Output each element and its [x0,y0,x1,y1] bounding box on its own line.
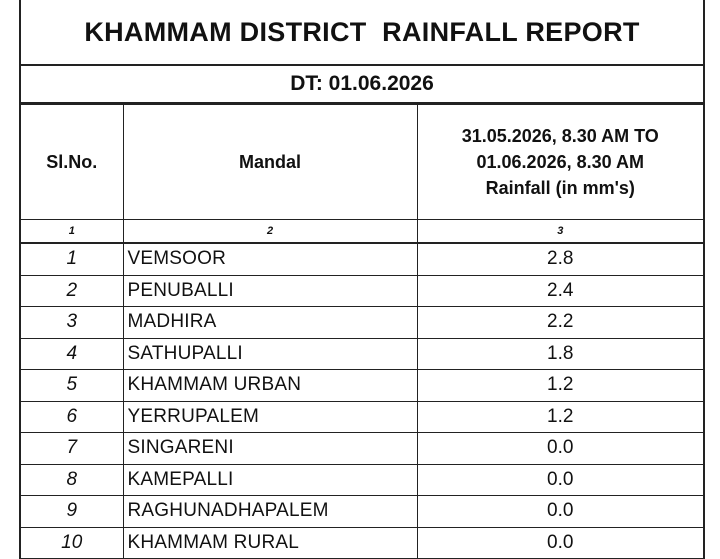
row-rainfall-value: 2.2 [416,306,703,339]
table-row: 3 MADHIRA 2.2 [21,306,703,339]
row-mandal-name: VEMSOOR [122,242,418,276]
header-rainfall: 31.05.2026, 8.30 AM TO 01.06.2026, 8.30 … [416,104,703,220]
table-row: 8 KAMEPALLI 0.0 [21,463,703,496]
row-rainfall-value: 1.2 [416,369,703,402]
table-row: 10 KHAMMAM RURAL 0.0 [21,526,703,559]
table-row: 6 YERRUPALEM 1.2 [21,400,703,433]
report-date: DT: 01.06.2026 [21,66,703,104]
row-slno: 5 [21,369,124,402]
row-rainfall-value: 0.0 [416,463,703,496]
table-body: 1 VEMSOOR 2.8 2 PENUBALLI 2.4 3 MADHIRA 2.2 4 SATH… [21,242,703,559]
row-rainfall-value: 2.4 [416,274,703,307]
header-rainfall-period-start: 31.05.2026, 8.30 AM TO [461,126,659,146]
header-rainfall-unit: Rainfall (in mm's) [485,178,635,198]
row-slno: 7 [21,432,124,465]
table-row: 4 SATHUPALLI 1.8 [21,337,703,370]
table-row: 5 KHAMMAM URBAN 1.2 [21,369,703,402]
report-title: KHAMMAM DISTRICT RAINFALL REPORT [21,0,703,66]
rainfall-report-sheet: KHAMMAM DISTRICT RAINFALL REPORT DT: 01.… [19,0,705,559]
row-slno: 6 [21,400,124,433]
column-number: 2 [122,219,418,244]
row-slno: 10 [21,526,124,559]
row-mandal-name: KAMEPALLI [122,463,418,496]
row-rainfall-value: 0.0 [416,495,703,528]
column-number: 3 [416,219,703,244]
header-mandal: Mandal [122,104,418,220]
row-mandal-name: SINGARENI [122,432,418,465]
row-mandal-name: PENUBALLI [122,274,418,307]
row-slno: 3 [21,306,124,339]
table-row: 7 SINGARENI 0.0 [21,432,703,465]
rainfall-table: Sl.No. Mandal 31.05.2026, 8.30 AM TO 01.… [21,104,703,559]
header-rainfall-period-end: 01.06.2026, 8.30 AM [476,152,644,172]
row-mandal-name: SATHUPALLI [122,337,418,370]
row-slno: 8 [21,463,124,496]
column-number: 1 [21,219,124,244]
row-mandal-name: RAGHUNADHAPALEM [122,495,418,528]
header-slno: Sl.No. [21,104,124,220]
table-row: 2 PENUBALLI 2.4 [21,274,703,307]
row-slno: 2 [21,274,124,307]
table-header-row: Sl.No. Mandal 31.05.2026, 8.30 AM TO 01.… [21,104,703,220]
row-rainfall-value: 0.0 [416,526,703,559]
row-slno: 4 [21,337,124,370]
table-row: 1 VEMSOOR 2.8 [21,242,703,276]
row-rainfall-value: 2.8 [416,242,703,276]
row-slno: 9 [21,495,124,528]
row-mandal-name: KHAMMAM URBAN [122,369,418,402]
row-rainfall-value: 0.0 [416,432,703,465]
column-number-row: 1 2 3 [21,219,703,244]
row-mandal-name: YERRUPALEM [122,400,418,433]
table-row: 9 RAGHUNADHAPALEM 0.0 [21,495,703,528]
row-slno: 1 [21,242,124,276]
row-rainfall-value: 1.2 [416,400,703,433]
row-rainfall-value: 1.8 [416,337,703,370]
row-mandal-name: KHAMMAM RURAL [122,526,418,559]
row-mandal-name: MADHIRA [122,306,418,339]
